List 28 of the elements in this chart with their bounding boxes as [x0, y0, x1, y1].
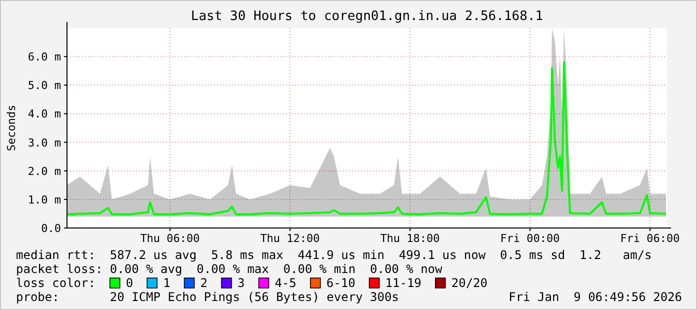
text: packet loss: 0.00 % avg 0.00 % max 0.00 % min 0.00 % now [16, 262, 444, 276]
legend-label: 6-10 [326, 276, 356, 290]
line-series [67, 61, 667, 216]
text: median rtt: 587.2 us avg 5.8 ms max 441.9 us min 499.1 us now 0.5 ms sd 1.2 am/s [16, 248, 652, 262]
y-tick-label: 5.0 m [28, 79, 62, 92]
legend-label: 1 [163, 276, 170, 290]
x-tick-label: Fri 00:00 [500, 232, 560, 245]
legend-label: 11-19 [385, 276, 422, 290]
x-tick-label: Thu 06:00 [140, 232, 200, 245]
x-tick-label: Fri 06:00 [620, 232, 680, 245]
y-tick-label: 4.0 m [28, 108, 62, 121]
x-tick-label: Thu 18:00 [380, 232, 440, 245]
y-tick-label: 2.0 m [28, 164, 62, 178]
text: probe: 20 ICMP Echo Pings (56 Bytes) every 300s [16, 290, 399, 304]
y-tick-label: 0.0 [41, 222, 61, 235]
text: Fri Jan 9 06:49:56 2026 [508, 290, 682, 304]
y-tick-label: 1.0 m [28, 193, 62, 206]
legend-label: 4-5 [274, 276, 296, 290]
y-tick-label: 6.0 m [28, 50, 62, 64]
legend-label: 0 [126, 276, 134, 290]
legend-label: 2 [200, 276, 208, 290]
legend-label: 20/20 [451, 276, 488, 290]
chart-title: Last 30 Hours to coregn01.gn.in.ua 2.56.168.1 [190, 9, 544, 24]
legend-label: 3 [238, 276, 245, 290]
y-axis-title: Seconds [5, 104, 18, 152]
y-tick-label: 3.0 m [28, 136, 62, 150]
legend-title: loss color: [16, 276, 96, 290]
x-tick-label: Thu 12:00 [260, 232, 320, 245]
